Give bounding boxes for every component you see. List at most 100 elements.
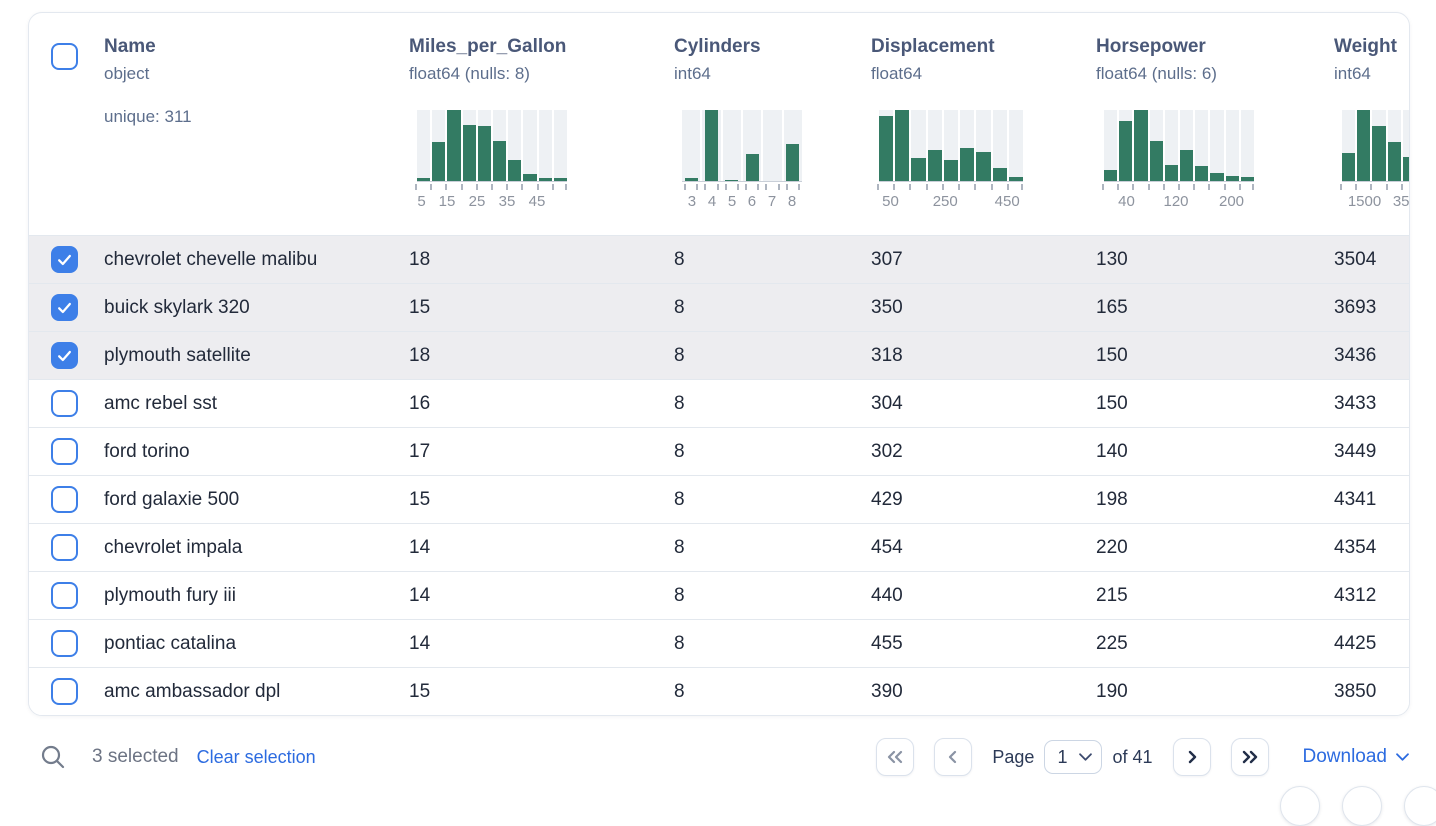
- cell-displacement: 318: [871, 344, 903, 366]
- column-header-weight: Weight int64 15003500: [1334, 35, 1409, 235]
- download-label: Download: [1302, 746, 1388, 767]
- download-button[interactable]: Download: [1303, 746, 1411, 768]
- double-chevron-left-icon: [888, 750, 903, 764]
- cell-cylinders: 8: [674, 680, 685, 702]
- table-row[interactable]: amc ambassador dpl 15 8 390 190 3850: [29, 667, 1409, 715]
- cell-weight: 3850: [1334, 680, 1377, 702]
- row-checkbox[interactable]: [51, 678, 78, 705]
- column-title-horsepower[interactable]: Horsepower: [1096, 36, 1206, 57]
- select-all-checkbox[interactable]: [51, 43, 78, 70]
- column-title-weight[interactable]: Weight: [1334, 36, 1397, 57]
- cell-cylinders: 8: [674, 344, 685, 366]
- row-checkbox[interactable]: [51, 294, 78, 321]
- chevron-left-icon: [949, 750, 957, 764]
- row-checkbox[interactable]: [51, 630, 78, 657]
- pagination: Page 1 of 41: [876, 738, 1269, 776]
- table-row[interactable]: ford torino 17 8 302 140 3449: [29, 427, 1409, 475]
- cell-miles-per-gallon: 14: [409, 584, 431, 606]
- row-checkbox[interactable]: [51, 486, 78, 513]
- table-row[interactable]: chevrolet impala 14 8 454 220 4354: [29, 523, 1409, 571]
- cell-weight: 3693: [1334, 296, 1377, 318]
- cell-horsepower: 165: [1096, 296, 1128, 318]
- floating-action-button-2[interactable]: [1342, 786, 1382, 826]
- search-button[interactable]: [40, 744, 66, 770]
- column-type-weight: int64: [1334, 64, 1371, 83]
- row-checkbox[interactable]: [51, 246, 78, 273]
- table-body: chevrolet chevelle malibu 18 8 307 130 3…: [29, 235, 1409, 715]
- first-page-button[interactable]: [876, 738, 915, 776]
- cell-horsepower: 225: [1096, 632, 1128, 654]
- table-header: Name object unique: 311 Miles_per_Gallon…: [29, 13, 1409, 235]
- histogram-miles-per-gallon: 5 15 25 35 45: [414, 110, 568, 211]
- cell-name: pontiac catalina: [104, 632, 237, 654]
- cell-cylinders: 8: [674, 488, 685, 510]
- row-checkbox-cell: [29, 678, 104, 705]
- cell-miles-per-gallon: 14: [409, 536, 431, 558]
- table-row[interactable]: chevrolet chevelle malibu 18 8 307 130 3…: [29, 235, 1409, 283]
- page-group: Page 1 of 41: [992, 740, 1153, 774]
- cell-displacement: 304: [871, 392, 903, 414]
- cell-name: chevrolet chevelle malibu: [104, 248, 318, 270]
- cell-cylinders: 8: [674, 248, 685, 270]
- cell-miles-per-gallon: 15: [409, 296, 431, 318]
- check-icon: [58, 350, 71, 362]
- cell-displacement: 302: [871, 440, 903, 462]
- check-icon: [58, 254, 71, 266]
- cell-name: ford galaxie 500: [104, 488, 240, 510]
- clear-selection-link[interactable]: Clear selection: [196, 746, 316, 767]
- table-row[interactable]: pontiac catalina 14 8 455 225 4425: [29, 619, 1409, 667]
- cell-weight: 3436: [1334, 344, 1377, 366]
- row-checkbox-cell: [29, 342, 104, 369]
- column-header-name: Name object unique: 311: [104, 35, 409, 235]
- cell-miles-per-gallon: 17: [409, 440, 431, 462]
- table-row[interactable]: amc rebel sst 16 8 304 150 3433: [29, 379, 1409, 427]
- cell-cylinders: 8: [674, 632, 685, 654]
- prev-page-button[interactable]: [934, 738, 973, 776]
- cell-displacement: 307: [871, 248, 903, 270]
- cell-name: amc ambassador dpl: [104, 680, 281, 702]
- table-row[interactable]: plymouth satellite 18 8 318 150 3436: [29, 331, 1409, 379]
- column-type-name: object: [104, 64, 150, 83]
- column-title-displacement[interactable]: Displacement: [871, 36, 995, 57]
- cell-miles-per-gallon: 15: [409, 680, 431, 702]
- table-row[interactable]: buick skylark 320 15 8 350 165 3693: [29, 283, 1409, 331]
- cell-displacement: 455: [871, 632, 903, 654]
- row-checkbox[interactable]: [51, 438, 78, 465]
- column-title-miles-per-gallon[interactable]: Miles_per_Gallon: [409, 36, 567, 57]
- cell-name: plymouth satellite: [104, 344, 251, 366]
- floating-action-button-3[interactable]: [1404, 786, 1436, 826]
- row-checkbox[interactable]: [51, 342, 78, 369]
- histogram-weight: 15003500: [1339, 110, 1409, 211]
- row-checkbox[interactable]: [51, 534, 78, 561]
- column-title-cylinders[interactable]: Cylinders: [674, 36, 761, 57]
- cell-weight: 3449: [1334, 440, 1377, 462]
- cell-weight: 3433: [1334, 392, 1377, 414]
- header-checkbox-cell: [29, 35, 104, 235]
- page-select[interactable]: 1: [1044, 740, 1103, 774]
- cell-horsepower: 130: [1096, 248, 1128, 270]
- row-checkbox-cell: [29, 246, 104, 273]
- cell-name: buick skylark 320: [104, 296, 250, 318]
- row-checkbox[interactable]: [51, 582, 78, 609]
- floating-action-button-1[interactable]: [1280, 786, 1320, 826]
- table-row[interactable]: ford galaxie 500 15 8 429 198 4341: [29, 475, 1409, 523]
- chevron-down-icon: [1396, 753, 1409, 761]
- cell-weight: 3504: [1334, 248, 1377, 270]
- column-header-displacement: Displacement float64 50 250 450: [871, 35, 1096, 235]
- cell-displacement: 440: [871, 584, 903, 606]
- cell-name: plymouth fury iii: [104, 584, 236, 606]
- column-type-horsepower: float64 (nulls: 6): [1096, 64, 1217, 83]
- column-title-name[interactable]: Name: [104, 36, 156, 57]
- table-row[interactable]: plymouth fury iii 14 8 440 215 4312: [29, 571, 1409, 619]
- double-chevron-right-icon: [1242, 750, 1257, 764]
- last-page-button[interactable]: [1230, 738, 1269, 776]
- cell-miles-per-gallon: 18: [409, 248, 431, 270]
- row-checkbox-cell: [29, 582, 104, 609]
- row-checkbox-cell: [29, 294, 104, 321]
- search-icon: [41, 745, 65, 769]
- row-checkbox[interactable]: [51, 390, 78, 417]
- next-page-button[interactable]: [1172, 738, 1211, 776]
- cell-horsepower: 220: [1096, 536, 1128, 558]
